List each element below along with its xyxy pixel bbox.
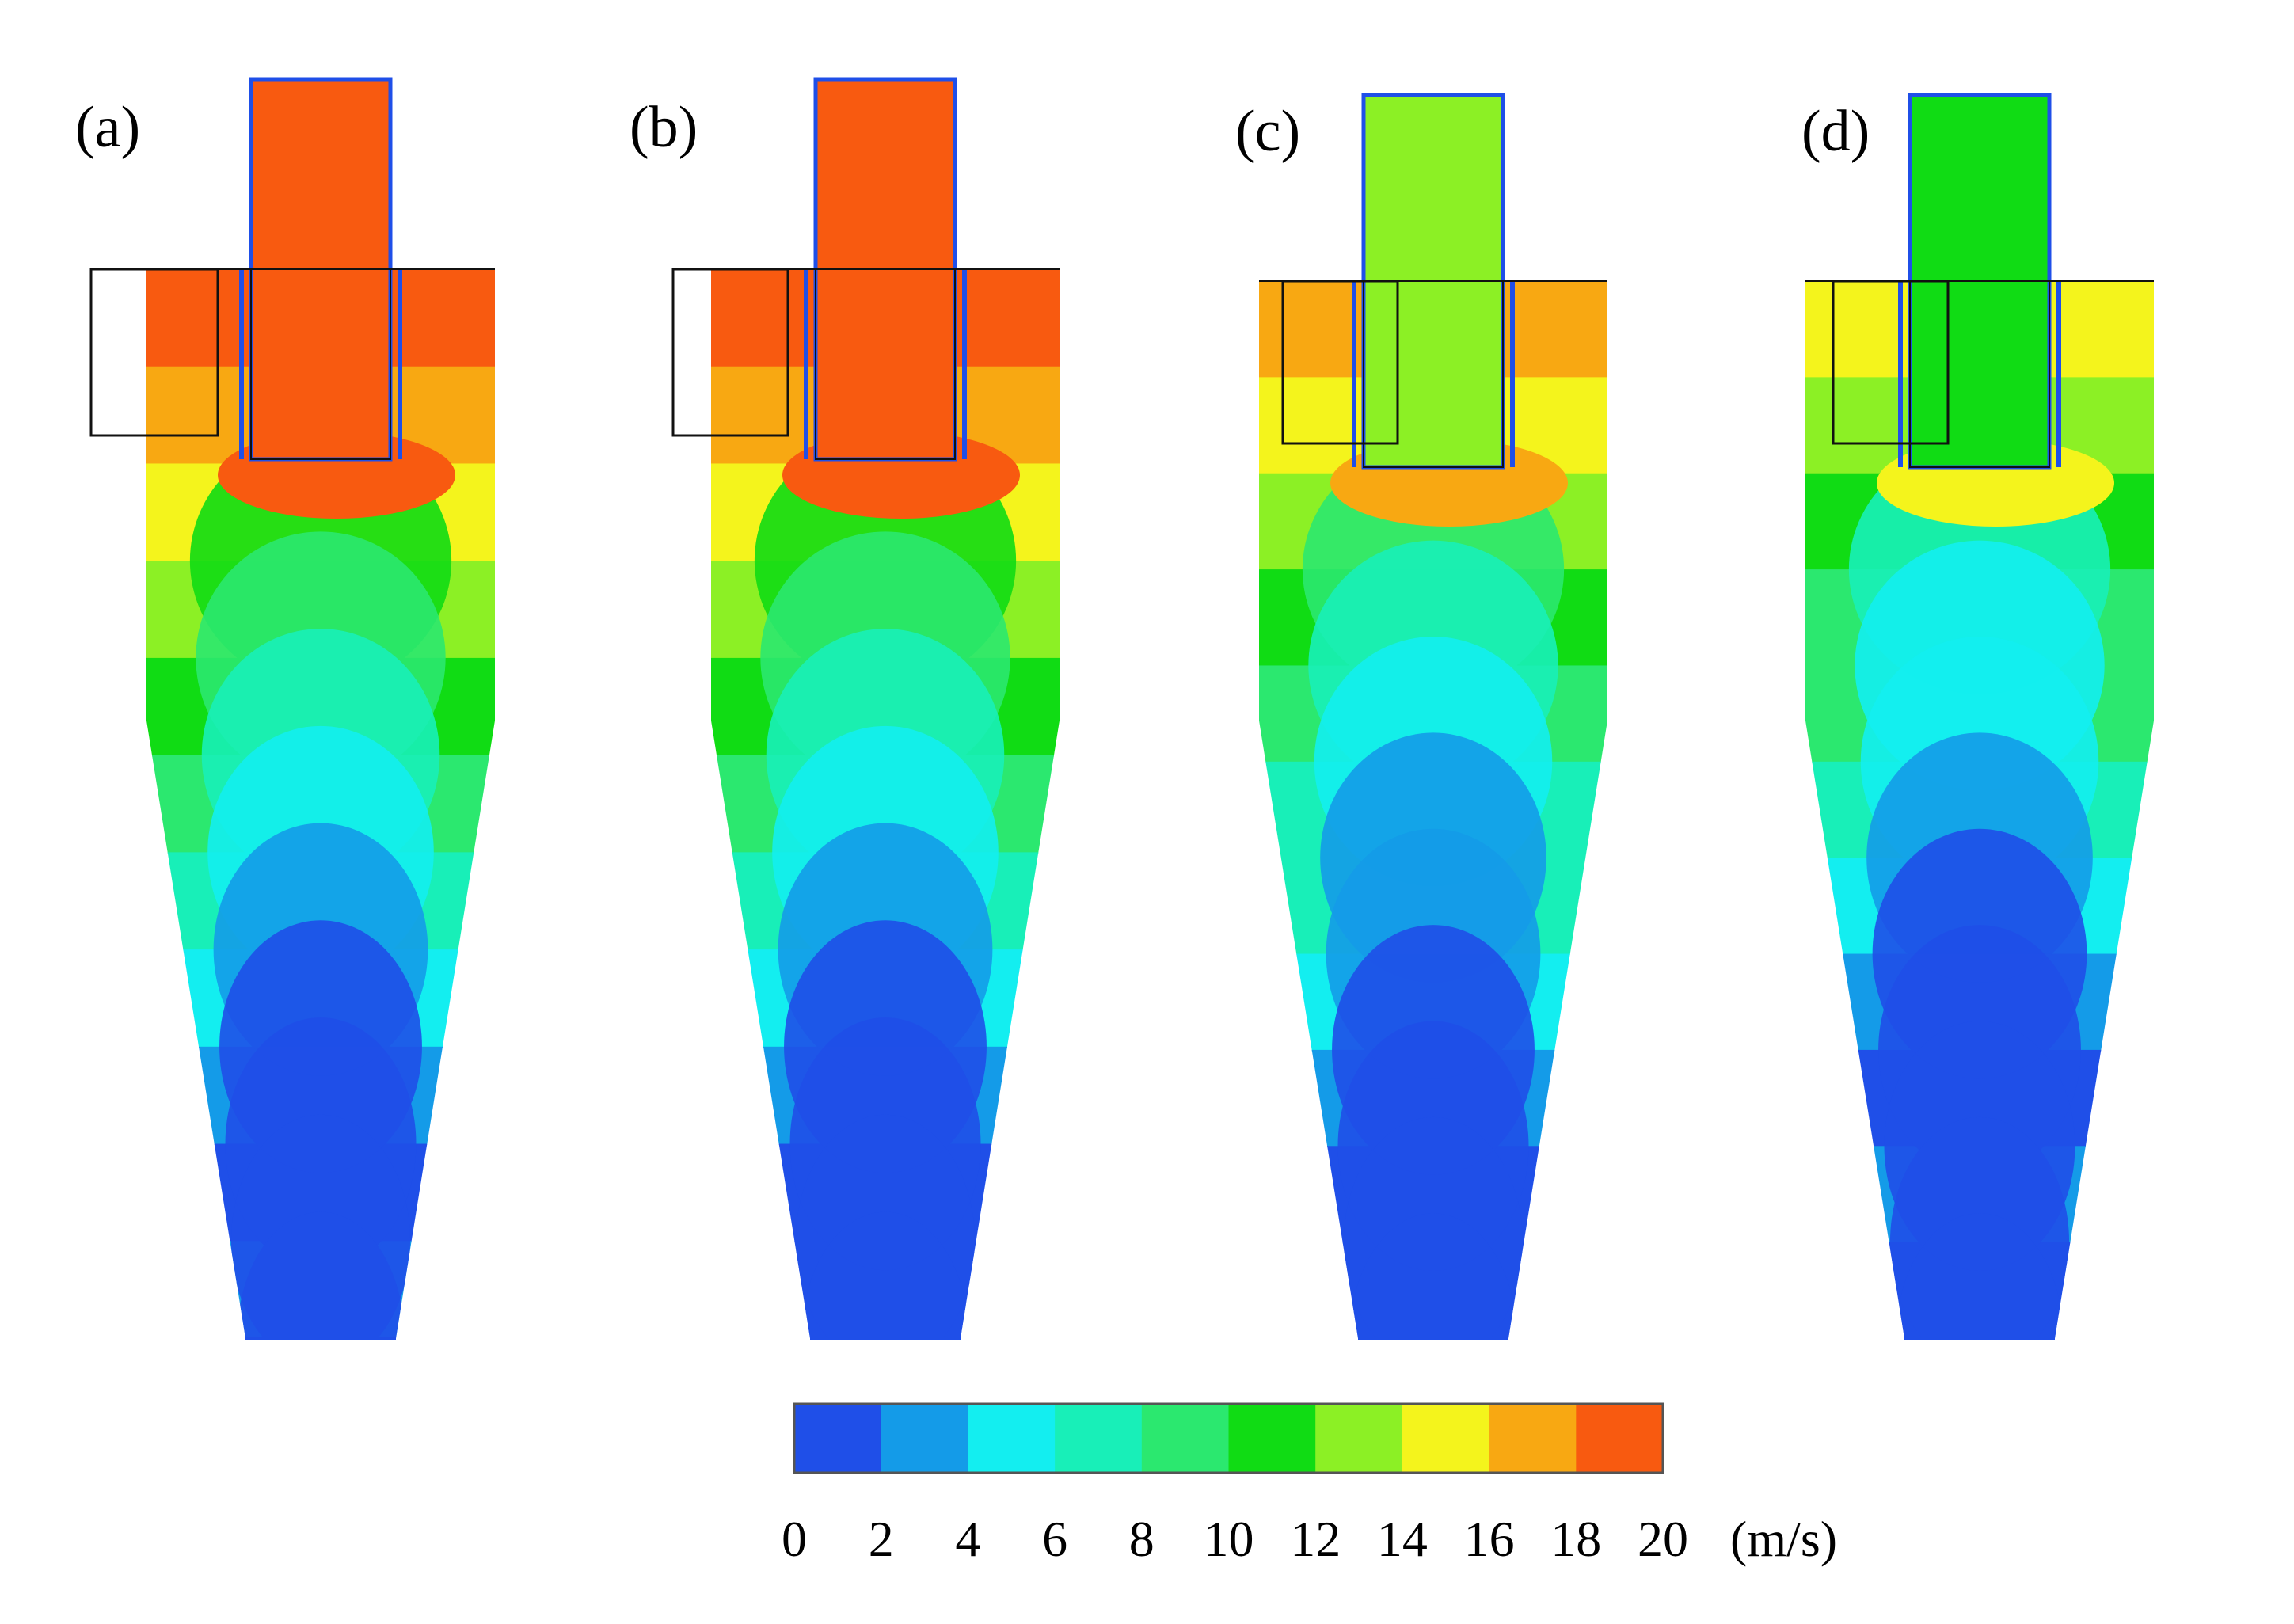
contour-core-band: [1896, 1213, 2064, 1338]
colorbar-segment: [1055, 1404, 1143, 1473]
cyclone-panel-c: (c): [1235, 93, 1607, 1340]
colorbar-segment: [968, 1404, 1056, 1473]
tangential-inlet: [89, 268, 219, 437]
colorbar-tick-label: 10: [1204, 1511, 1254, 1567]
colorbar-segment: [1141, 1404, 1229, 1473]
colorbar-tick-label: 0: [782, 1511, 807, 1567]
colorbar-tick-label: 8: [1129, 1511, 1155, 1567]
colorbar-segment: [881, 1404, 968, 1473]
colorbar-tick-label: 14: [1377, 1511, 1428, 1567]
colorbar-frame: [793, 1402, 1664, 1474]
tangential-inlet: [1832, 280, 1950, 445]
colorbar-segment: [1576, 1404, 1664, 1473]
cyclone-body-contour: [146, 269, 495, 1338]
colorbar-tick-label: 12: [1290, 1511, 1341, 1567]
panel-label-d: (d): [1801, 99, 1870, 164]
colorbar-tick-label: 18: [1550, 1511, 1601, 1567]
colorbar-segment: [1228, 1404, 1316, 1473]
panel-label-a: (a): [75, 95, 140, 160]
colorbar-segment: [1315, 1404, 1403, 1473]
contour-core-band: [801, 1211, 969, 1338]
colorbar-tick-label: 4: [955, 1511, 980, 1567]
colorbar-segments: [794, 1404, 1664, 1473]
contour-core-band: [1349, 1213, 1517, 1338]
cyclone-panel-a: (a): [75, 77, 495, 1340]
panel-label-b: (b): [630, 95, 698, 160]
cyclone-body-contour: [711, 269, 1060, 1338]
colorbar-segment: [1489, 1404, 1577, 1473]
cyclone-body-contour: [1805, 281, 2154, 1338]
tangential-inlet: [1281, 280, 1399, 445]
colorbar-segment: [1402, 1404, 1490, 1473]
panel-label-c: (c): [1235, 99, 1300, 164]
cyclone-panel-d: (d): [1801, 93, 2154, 1340]
cyclone-panel-b: (b): [630, 77, 1060, 1340]
colorbar-tick-labels: 0 2 4 6 8 10 12 14 16 18 20: [782, 1511, 1688, 1567]
contour-core-band: [237, 1211, 405, 1338]
colorbar-tick-label: 16: [1464, 1511, 1515, 1567]
colorbar-tick-label: 6: [1042, 1511, 1067, 1567]
colorbar-unit-label: (m/s): [1730, 1511, 1837, 1567]
tangential-inlet: [671, 268, 789, 437]
colorbar-tick-label: 2: [869, 1511, 894, 1567]
colorbar-segment: [794, 1404, 882, 1473]
cyclone-panels: (a) (b) (c) (d): [75, 77, 2154, 1340]
colorbar-tick-label: 20: [1638, 1511, 1688, 1567]
velocity-colorbar: 0 2 4 6 8 10 12 14 16 18 20 (m/s): [782, 1402, 1837, 1567]
